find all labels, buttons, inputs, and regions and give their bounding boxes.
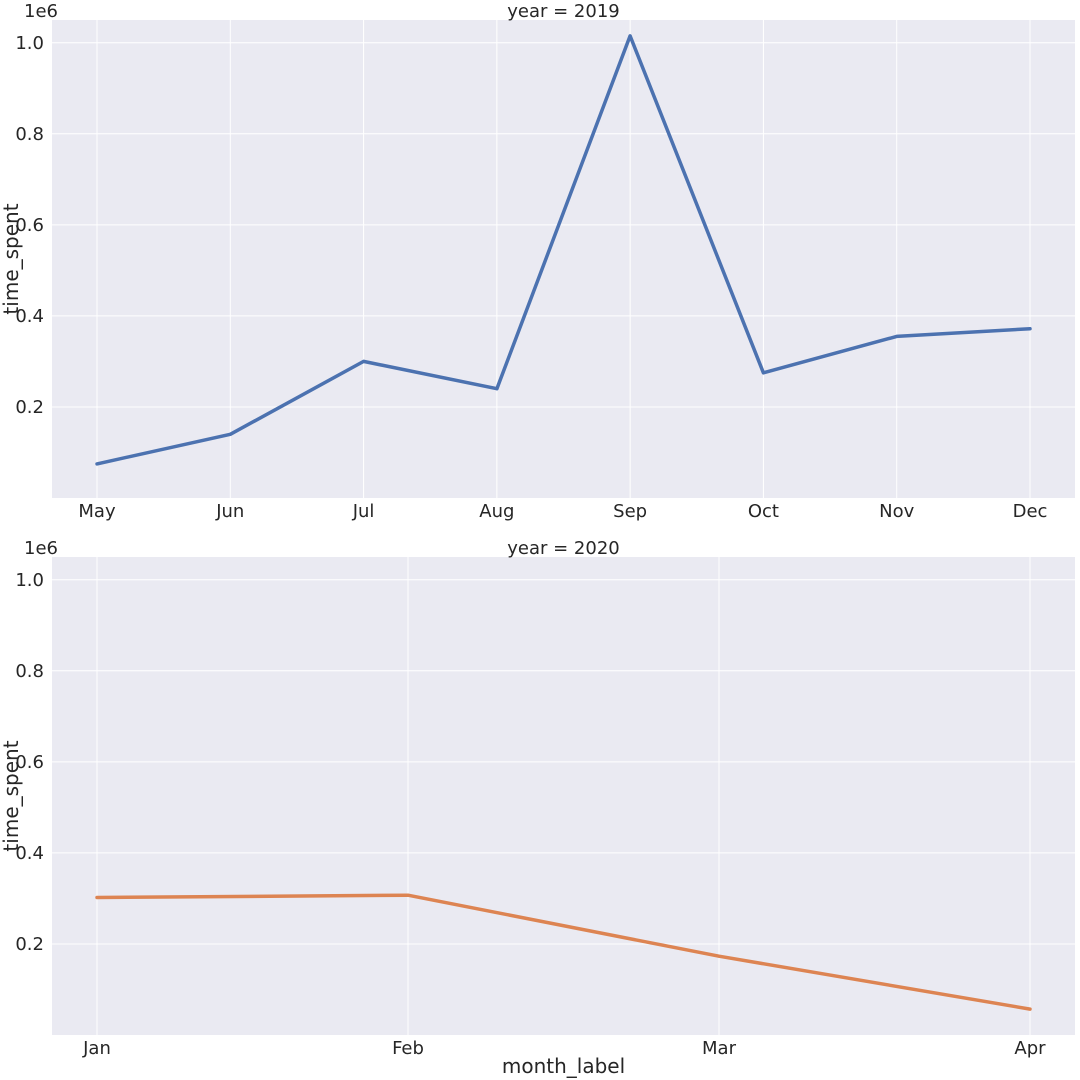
x-tick-label: Apr [1014,1038,1046,1059]
data-point [717,954,721,958]
x-tick-label: Jun [215,501,244,522]
series-line-0 [95,34,1032,466]
chart-panel-0: 0.2 0.4 0.6 0.8 1.0 May Jun Jul Aug Sep Oct Nov Dec y… [0,1,1075,522]
x-tick-label: Jul [352,501,375,522]
data-point [362,359,366,363]
x-tick-label: Nov [879,501,914,522]
x-tick-label: Feb [392,1038,424,1059]
data-point [628,34,632,38]
y-axis-label: time_spent [0,740,23,851]
x-tick-label: Mar [702,1038,737,1059]
data-point [761,371,765,375]
y-tick-label: 0.2 [15,934,44,955]
x-tick-label: May [78,501,116,522]
data-point [228,432,232,436]
data-point [406,893,410,897]
y-tick-label: 0.6 [15,215,44,236]
y-tick-label: 0.8 [15,661,44,682]
data-point [95,896,99,900]
data-point [1028,327,1032,331]
x-tick-label: Sep [613,501,647,522]
x-tick-label: Dec [1013,501,1048,522]
plot-area [52,20,1075,498]
y-tick-label: 0.2 [15,397,44,418]
y-offset-label: 1e6 [24,1,58,22]
y-tick-label: 0.6 [15,752,44,773]
y-tick-label: 0.8 [15,124,44,145]
chart-panel-1: 0.2 0.4 0.6 0.8 1.0 Jan Feb Mar Apr year = 2020 1e… [0,538,1075,1078]
panel-title: year = 2020 [507,538,620,559]
data-point [895,334,899,338]
data-point [1028,1007,1032,1011]
plot-area [52,557,1075,1035]
y-axis-label: time_spent [0,203,23,314]
y-tick-label: 0.4 [15,843,44,864]
x-tick-label: Jan [82,1038,111,1059]
y-offset-label: 1e6 [24,538,58,559]
y-tick-label: 1.0 [15,570,44,591]
x-tick-label: Oct [748,501,779,522]
panel-title: year = 2019 [507,1,620,22]
data-point [495,387,499,391]
series-line-0 [95,893,1032,1011]
y-tick-label: 1.0 [15,33,44,54]
x-axis-label: month_label [502,1054,625,1078]
x-tick-label: Aug [479,501,514,522]
data-point [95,462,99,466]
y-tick-label: 0.4 [15,306,44,327]
